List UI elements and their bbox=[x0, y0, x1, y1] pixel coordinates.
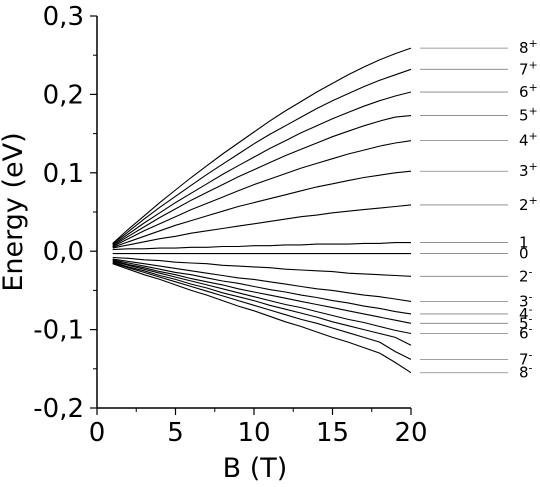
level-label: 2+ bbox=[519, 194, 538, 214]
level-label: 6+ bbox=[519, 81, 538, 101]
level-label: 8- bbox=[519, 362, 533, 382]
level-labels: 8+7+ 6+ 5+ 4+ 3+ 2+ 10 2- 3-4-5-6- 7-8- bbox=[420, 37, 538, 382]
level-label: 2- bbox=[519, 265, 533, 285]
x-tick-label: 20 bbox=[394, 418, 427, 448]
series-line-5 bbox=[112, 140, 412, 247]
level-label: 7+ bbox=[519, 58, 538, 78]
series-line-7 bbox=[112, 204, 412, 249]
series-line-12 bbox=[112, 259, 412, 315]
y-tick-label: -0,2 bbox=[33, 394, 84, 424]
series-line-6 bbox=[112, 170, 412, 248]
level-label: 0 bbox=[519, 245, 529, 263]
y-tick-label: 0,3 bbox=[43, 2, 84, 32]
series-line-17 bbox=[112, 263, 412, 374]
x-axis-title: B (T) bbox=[223, 453, 288, 484]
series-line-16 bbox=[112, 262, 412, 360]
x-tick-label: 15 bbox=[316, 418, 349, 448]
level-label: 6- bbox=[519, 323, 533, 343]
x-tick-label: 5 bbox=[167, 418, 184, 448]
series-line-11 bbox=[112, 258, 412, 302]
plot-area bbox=[96, 16, 411, 409]
series-line-15 bbox=[112, 261, 412, 346]
series-line-13 bbox=[112, 260, 412, 324]
y-axis-title: Energy (eV) bbox=[0, 132, 29, 291]
level-label: 4+ bbox=[519, 130, 538, 150]
y-tick-label: 0,0 bbox=[43, 237, 84, 267]
level-label: 3- bbox=[519, 290, 533, 310]
x-axis: 0 5 10 15 20 bbox=[89, 408, 428, 448]
level-label: 7- bbox=[519, 348, 533, 368]
series-line-8 bbox=[112, 242, 411, 251]
y-tick-label: 0,2 bbox=[43, 80, 84, 110]
y-tick-label: 0,1 bbox=[43, 159, 84, 189]
series-layer bbox=[112, 47, 412, 374]
level-label: 5+ bbox=[519, 105, 538, 125]
y-axis: -0,2 -0,1 0,0 0,1 0,2 0,3 bbox=[33, 2, 97, 424]
y-tick-label: -0,1 bbox=[33, 316, 84, 346]
level-label: 8+ bbox=[519, 37, 538, 57]
series-line-10 bbox=[112, 256, 412, 277]
series-line-3 bbox=[112, 91, 412, 246]
series-line-4 bbox=[112, 115, 412, 247]
series-line-1 bbox=[112, 47, 412, 244]
level-label: 4- bbox=[519, 303, 533, 323]
x-tick-label: 0 bbox=[89, 418, 106, 448]
x-tick-label: 10 bbox=[237, 418, 270, 448]
level-label: 3+ bbox=[519, 160, 538, 180]
level-label: 5- bbox=[519, 312, 533, 332]
series-line-2 bbox=[112, 68, 412, 245]
series-line-14 bbox=[112, 260, 412, 335]
level-label: 1 bbox=[519, 234, 529, 252]
